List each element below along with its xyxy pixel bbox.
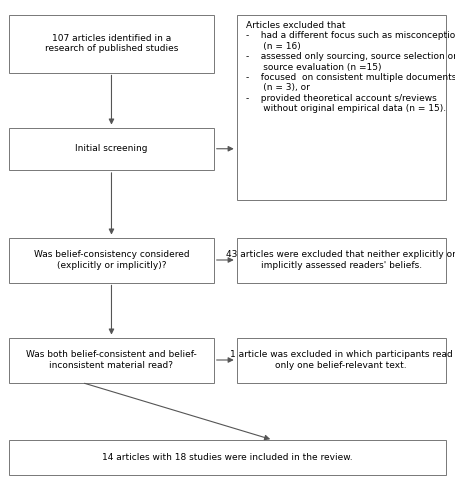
FancyBboxPatch shape — [237, 238, 446, 282]
FancyBboxPatch shape — [237, 15, 446, 200]
FancyBboxPatch shape — [237, 338, 446, 382]
Text: 43 articles were excluded that neither explicitly or
implicitly assessed readers: 43 articles were excluded that neither e… — [226, 250, 455, 270]
Text: 107 articles identified in a
research of published studies: 107 articles identified in a research of… — [45, 34, 178, 54]
FancyBboxPatch shape — [9, 238, 214, 282]
FancyBboxPatch shape — [9, 15, 214, 72]
FancyBboxPatch shape — [9, 440, 446, 475]
Text: Articles excluded that
-    had a different focus such as misconceptions
      (: Articles excluded that - had a different… — [246, 21, 455, 113]
FancyBboxPatch shape — [9, 338, 214, 382]
Text: 1 article was excluded in which participants read
only one belief-relevant text.: 1 article was excluded in which particip… — [230, 350, 453, 370]
FancyBboxPatch shape — [9, 128, 214, 170]
Text: 14 articles with 18 studies were included in the review.: 14 articles with 18 studies were include… — [102, 453, 353, 462]
Text: Initial screening: Initial screening — [75, 144, 148, 153]
Text: Was belief-consistency considered
(explicitly or implicitly)?: Was belief-consistency considered (expli… — [34, 250, 189, 270]
Text: Was both belief-consistent and belief-
inconsistent material read?: Was both belief-consistent and belief- i… — [26, 350, 197, 370]
